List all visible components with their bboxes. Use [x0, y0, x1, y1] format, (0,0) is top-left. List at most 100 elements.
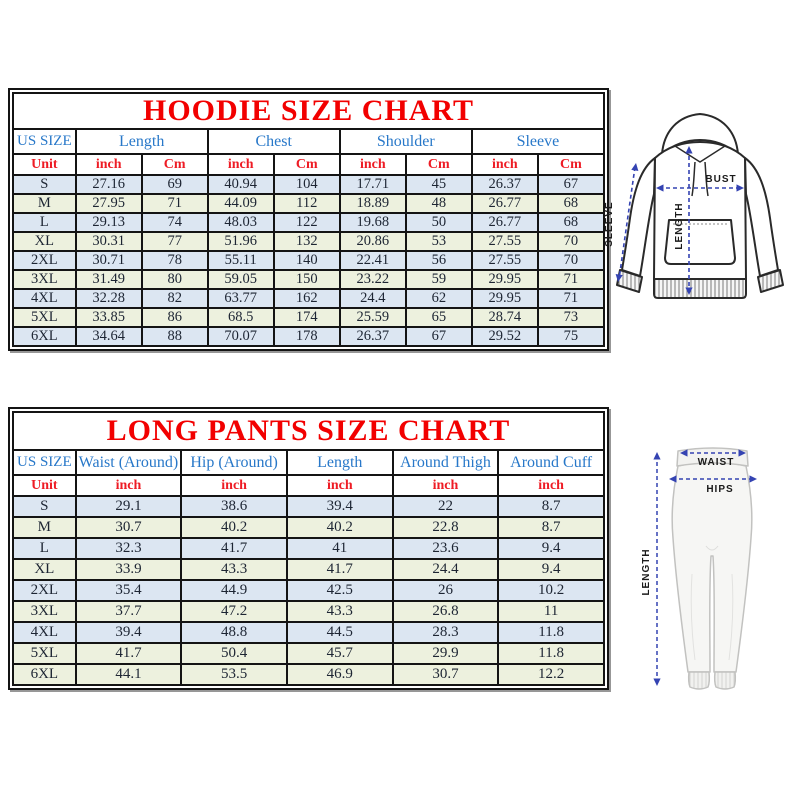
value-cell: 29.95 [470, 288, 539, 309]
value-cell: 24.4 [338, 288, 407, 309]
value-cell: 44.09 [206, 193, 275, 214]
unit-cell: inch [497, 474, 605, 497]
pants-drawing [671, 447, 753, 690]
value-cell: 43.3 [285, 600, 394, 623]
size-cell: 3XL [12, 269, 77, 290]
size-cell: L [12, 537, 77, 560]
value-cell: 77 [140, 231, 209, 252]
value-cell: 88 [140, 326, 209, 347]
table-row: L 29.13 74 48.03 122 19.68 50 26.77 68 [12, 212, 606, 233]
left-sleeve-shape [621, 157, 656, 277]
table-row: 3XL 37.7 47.2 43.3 26.8 11 [12, 600, 605, 623]
value-cell: 122 [272, 212, 341, 233]
value-cell: 62 [404, 288, 473, 309]
value-cell: 26.77 [470, 193, 539, 214]
hoodie-table: HOODIE SIZE CHART US SIZE Length Chest S… [12, 92, 606, 347]
sleeve-measure-arrow [618, 166, 636, 280]
value-cell: 30.71 [74, 250, 143, 271]
table-row: S 27.16 69 40.94 104 17.71 45 26.37 67 [12, 174, 606, 195]
table-row: 6XL 44.1 53.5 46.9 30.7 12.2 [12, 663, 605, 686]
value-cell: 67 [404, 326, 473, 347]
table-row: 5XL 33.85 86 68.5 174 25.59 65 28.74 73 [12, 307, 606, 328]
value-cell: 24.4 [391, 558, 500, 581]
sleeve-label: SLEEVE [605, 201, 615, 246]
value-cell: 27.16 [74, 174, 143, 195]
value-cell: 41.7 [180, 537, 288, 560]
value-cell: 50.4 [180, 642, 288, 665]
collar-line [674, 141, 726, 147]
value-cell: 23.22 [338, 269, 407, 290]
hoodie-chart-title: HOODIE SIZE CHART [12, 92, 605, 130]
value-cell: 22 [391, 495, 500, 518]
hips-label: HIPS [706, 484, 733, 495]
us-size-header: US SIZE [12, 128, 77, 155]
value-cell: 29.1 [74, 495, 183, 518]
value-cell: 45 [404, 174, 473, 195]
length-label: LENGTH [641, 548, 652, 595]
value-cell: 8.7 [497, 495, 605, 518]
value-cell: 59 [404, 269, 473, 290]
value-cell: 11.8 [497, 642, 605, 665]
value-cell: 68 [536, 193, 606, 214]
value-cell: 73 [536, 307, 606, 328]
table-row: L 32.3 41.7 41 23.6 9.4 [12, 537, 605, 560]
value-cell: 69 [140, 174, 209, 195]
table-row: 2XL 30.71 78 55.11 140 22.41 56 27.55 70 [12, 250, 606, 271]
value-cell: 29.95 [470, 269, 539, 290]
value-cell: 39.4 [74, 621, 183, 644]
unit-cell: Cm [536, 153, 606, 176]
value-cell: 56 [404, 250, 473, 271]
chest-group-header: Chest [206, 128, 341, 155]
unit-cell: inch [74, 153, 143, 176]
value-cell: 37.7 [74, 600, 183, 623]
value-cell: 67 [536, 174, 606, 195]
value-cell: 30.7 [74, 516, 183, 539]
unit-cell: inch [338, 153, 407, 176]
value-cell: 27.55 [470, 231, 539, 252]
unit-cell: inch [391, 474, 500, 497]
value-cell: 26.37 [470, 174, 539, 195]
hem-band [653, 278, 747, 299]
size-cell: XL [12, 231, 77, 252]
value-cell: 19.68 [338, 212, 407, 233]
shoulder-group-header: Shoulder [338, 128, 473, 155]
size-cell: M [12, 516, 77, 539]
unit-cell: inch [74, 474, 183, 497]
value-cell: 34.64 [74, 326, 143, 347]
value-cell: 43.3 [180, 558, 288, 581]
pocket-shape [664, 219, 736, 265]
value-cell: 44.1 [74, 663, 183, 686]
size-cell: 6XL [12, 663, 77, 686]
pants-size-chart-table: LONG PANTS SIZE CHART US SIZE Waist (Aro… [8, 407, 609, 690]
unit-label: Unit [12, 474, 77, 497]
value-cell: 20.86 [338, 231, 407, 252]
value-cell: 25.59 [338, 307, 407, 328]
value-cell: 26.37 [338, 326, 407, 347]
hoodie-illustration: BUST LENGTH SLEEVE [605, 113, 784, 299]
unit-cell: Cm [272, 153, 341, 176]
value-cell: 40.2 [285, 516, 394, 539]
drawstring-right [704, 161, 709, 197]
value-cell: 23.6 [391, 537, 500, 560]
us-size-header: US SIZE [12, 449, 77, 476]
size-cell: S [12, 495, 77, 518]
value-cell: 41.7 [285, 558, 394, 581]
hoodie-table-body: S 27.16 69 40.94 104 17.71 45 26.37 67 M 27.95 71 44… [12, 174, 606, 347]
value-cell: 150 [272, 269, 341, 290]
pants-table: LONG PANTS SIZE CHART US SIZE Waist (Aro… [12, 411, 605, 686]
hip-column-header: Hip (Around) [180, 449, 288, 476]
value-cell: 27.55 [470, 250, 539, 271]
right-cuff [713, 671, 737, 690]
value-cell: 47.2 [180, 600, 288, 623]
value-cell: 59.05 [206, 269, 275, 290]
unit-cell: Cm [404, 153, 473, 176]
table-row: M 27.95 71 44.09 112 18.89 48 26.77 68 [12, 193, 606, 214]
table-row: XL 30.31 77 51.96 132 20.86 53 27.55 70 [12, 231, 606, 252]
value-cell: 65 [404, 307, 473, 328]
value-cell: 28.3 [391, 621, 500, 644]
value-cell: 35.4 [74, 579, 183, 602]
length-column-header: Length [285, 449, 394, 476]
value-cell: 44.9 [180, 579, 288, 602]
length-label: LENGTH [674, 202, 685, 249]
